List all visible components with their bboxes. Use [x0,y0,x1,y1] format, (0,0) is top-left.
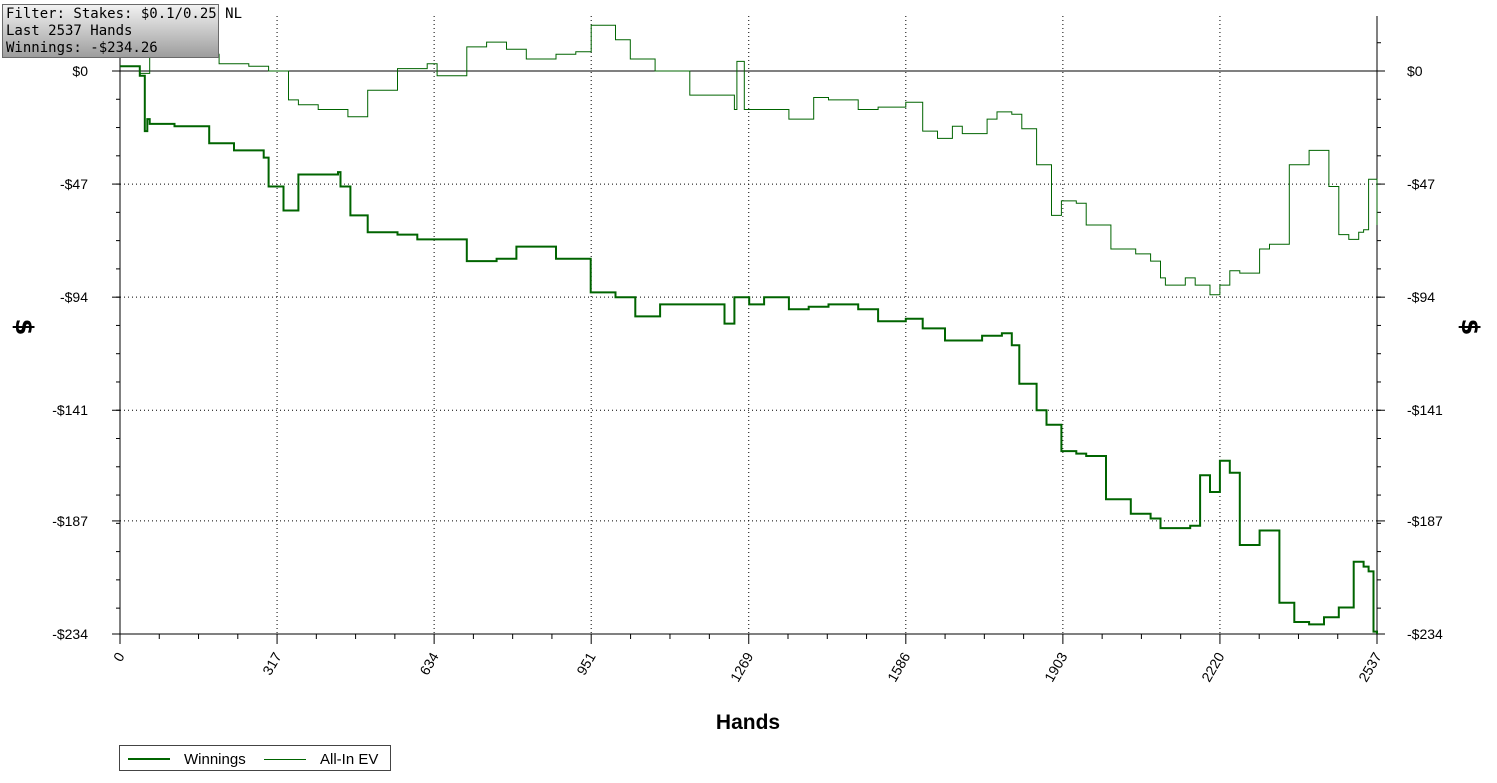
y-tick-label-left: -$187 [52,513,88,529]
hands-text: Last 2537 Hands [6,23,133,39]
x-tick-label: 2537 [1355,649,1385,684]
x-tick-label: 951 [573,649,599,677]
winnings-text: Winnings: -$234.26 [6,40,158,56]
x-tick-label: 0 [110,649,128,664]
legend-label-winnings: Winnings [184,750,246,768]
x-tick-label: 1269 [727,649,757,684]
y-tick-label-right: -$141 [1407,402,1443,418]
y-axis-title-right: $ [1456,319,1484,336]
legend-item-allin-ev: All-In EV [264,750,378,768]
y-tick-label-right: -$94 [1407,289,1435,305]
y-tick-label-right: -$47 [1407,176,1435,192]
y-axis-title-left: $ [10,319,38,336]
x-tick-label: 317 [259,649,285,677]
y-tick-label-left: -$47 [60,176,88,192]
series [120,24,1378,634]
filter-text: Filter: Stakes: $0.1/0.25 NL [6,6,243,22]
series-line-winnings [120,65,1378,634]
legend-label-allin-ev: All-In EV [320,750,379,768]
legend-item-winnings: Winnings [128,750,246,768]
x-tick-label: 634 [416,649,442,677]
y-tick-label-left: -$94 [60,289,88,305]
series-line-allin-ev [120,24,1378,296]
y-tick-label-left: -$234 [52,626,88,642]
legend-swatch-allin-ev [264,758,306,760]
x-tick-label: 2220 [1198,649,1228,684]
y-tick-label-right: -$187 [1407,513,1443,529]
ticks: $0 $0 -$47 -$47 -$94 -$94 -$141 -$141 -$187 -$187… [52,42,1443,684]
y-tick-label-left: $0 [72,63,88,79]
x-tick-label: 1903 [1041,649,1071,684]
legend-swatch-winnings [128,758,170,760]
y-tick-label-left: -$141 [52,402,88,418]
x-tick-label: 1586 [884,649,914,684]
x-axis-title: Hands [716,711,780,734]
info-box: Filter: Stakes: $0.1/0.25 NL Last 2537 H… [2,4,243,58]
y-tick-label-right: -$234 [1407,626,1443,642]
legend: Winnings All-In EV [119,745,391,771]
y-tick-label-right: $0 [1407,63,1423,79]
grid-lines [120,16,1377,634]
